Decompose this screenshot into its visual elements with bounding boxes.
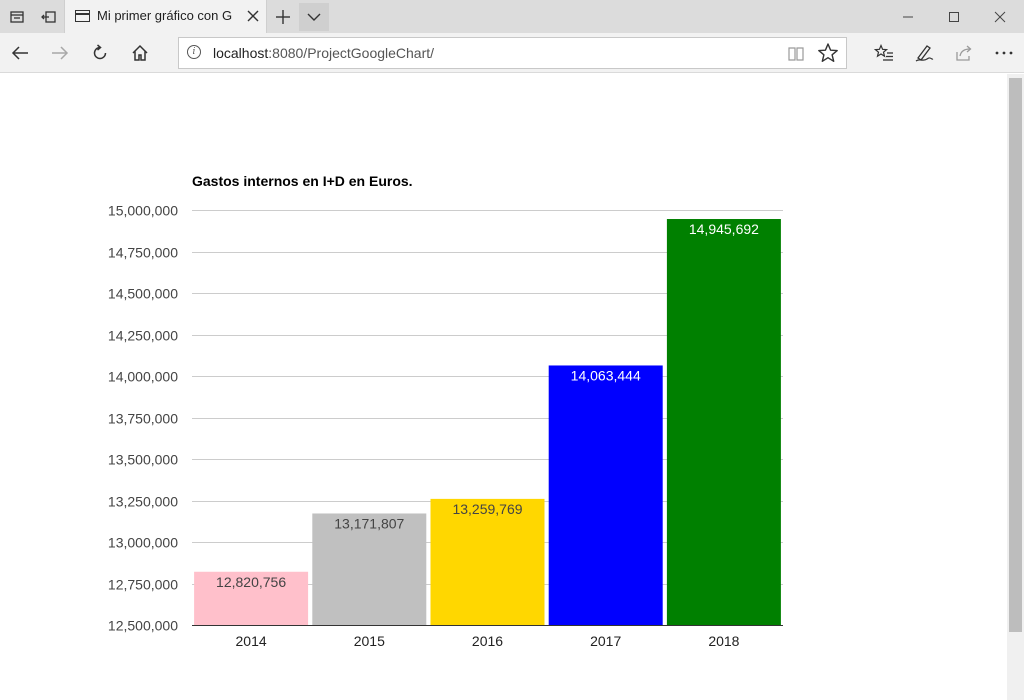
bar-value-label: 13,171,807 xyxy=(334,515,404,531)
tabs-aside-icon[interactable] xyxy=(0,0,33,33)
url-text[interactable]: localhost:8080/ProjectGoogleChart/ xyxy=(213,45,434,61)
x-category-label: 2014 xyxy=(236,633,267,649)
chevron-down-icon[interactable] xyxy=(299,3,329,31)
back-arrow-icon[interactable] xyxy=(4,37,36,69)
y-tick-label: 14,750,000 xyxy=(108,245,178,261)
home-icon[interactable] xyxy=(124,37,156,69)
bar-2018 xyxy=(666,219,781,625)
x-category-label: 2018 xyxy=(708,633,739,649)
y-tick-label: 12,500,000 xyxy=(108,618,178,634)
page-viewport: Gastos internos en I+D en Euros. 12,820,… xyxy=(0,74,1007,700)
star-icon[interactable] xyxy=(817,42,839,64)
favorites-list-icon[interactable] xyxy=(868,37,900,69)
more-icon[interactable] xyxy=(988,37,1020,69)
bar-value-label: 14,945,692 xyxy=(689,221,759,237)
title-bar: Mi primer gráfico con G xyxy=(0,0,1024,33)
address-bar[interactable]: i localhost:8080/ProjectGoogleChart/ xyxy=(178,37,847,69)
bar-2014 xyxy=(194,571,309,625)
y-tick-label: 14,000,000 xyxy=(108,369,178,385)
y-tick-label: 13,500,000 xyxy=(108,452,178,468)
y-tick-label: 14,500,000 xyxy=(108,286,178,302)
x-category-label: 2015 xyxy=(354,633,385,649)
y-tick-label: 15,000,000 xyxy=(108,203,178,219)
bar-value-label: 14,063,444 xyxy=(571,367,641,383)
close-icon[interactable] xyxy=(243,5,263,27)
y-tick-label: 13,000,000 xyxy=(108,535,178,551)
url-path: :8080/ProjectGoogleChart/ xyxy=(268,45,435,61)
chart-axes: 12,500,000 12,750,000 13,000,000 13,250,000… xyxy=(108,203,783,649)
bar-chart: Gastos internos en I+D en Euros. 12,820,… xyxy=(108,173,783,649)
browser-tab[interactable]: Mi primer gráfico con G xyxy=(64,0,267,33)
bar-value-label: 13,259,769 xyxy=(452,501,522,517)
x-category-label: 2016 xyxy=(472,633,503,649)
share-icon[interactable] xyxy=(948,37,980,69)
window-close-icon[interactable] xyxy=(976,0,1024,33)
chart-bars: 12,820,756 13,171,807 13,259,769 14,063,444… xyxy=(194,219,781,625)
navigation-bar: i localhost:8080/ProjectGoogleChart/ xyxy=(0,33,1024,73)
maximize-icon[interactable] xyxy=(930,0,978,33)
y-tick-label: 14,250,000 xyxy=(108,328,178,344)
scrollbar-thumb[interactable] xyxy=(1009,78,1022,632)
bar-2017 xyxy=(548,365,663,625)
chart-title: Gastos internos en I+D en Euros. xyxy=(192,173,413,189)
refresh-icon[interactable] xyxy=(84,37,116,69)
y-tick-label: 13,250,000 xyxy=(108,494,178,510)
y-tick-label: 12,750,000 xyxy=(108,577,178,593)
minimize-icon[interactable] xyxy=(884,0,932,33)
reading-view-icon[interactable] xyxy=(786,44,806,64)
x-category-label: 2017 xyxy=(590,633,621,649)
pen-icon[interactable] xyxy=(908,37,940,69)
bar-2016 xyxy=(430,498,545,625)
bar-value-label: 12,820,756 xyxy=(216,574,286,590)
y-tick-label: 13,750,000 xyxy=(108,411,178,427)
plus-icon[interactable] xyxy=(269,3,297,31)
bar-2015 xyxy=(312,513,427,625)
forward-arrow-icon[interactable] xyxy=(44,37,76,69)
restore-tabs-icon[interactable] xyxy=(32,0,65,33)
url-host: localhost xyxy=(213,45,269,61)
tab-title: Mi primer gráfico con G xyxy=(97,8,233,23)
page-icon xyxy=(75,10,90,22)
info-icon[interactable]: i xyxy=(187,45,201,59)
